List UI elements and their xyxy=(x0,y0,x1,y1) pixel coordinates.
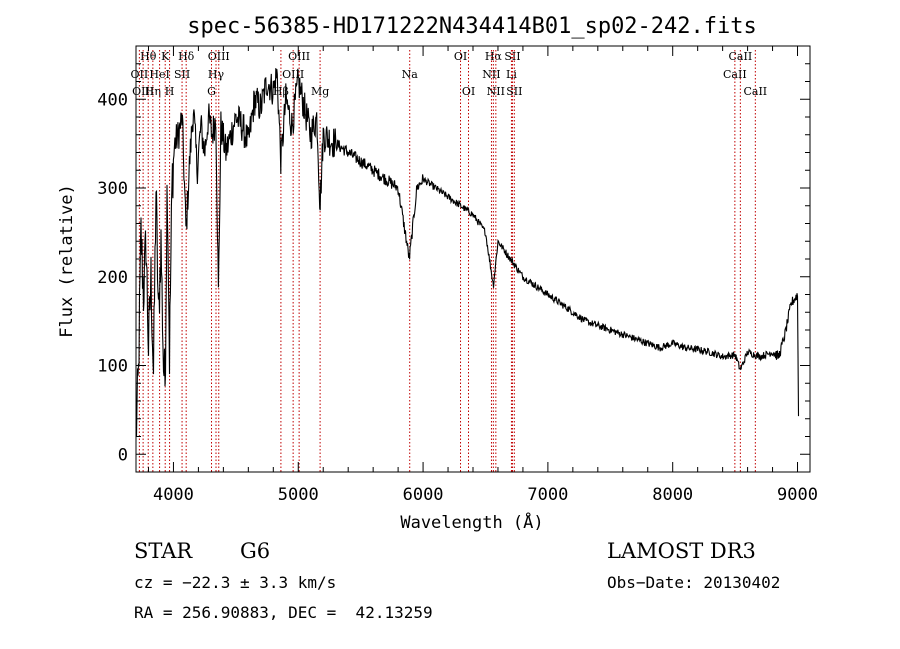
y-tick-label-1: 100 xyxy=(97,357,128,377)
chart-title: spec-56385-HD171222N434414B01_sp02-242.f… xyxy=(187,14,757,39)
y-tick-label-0: 0 xyxy=(118,445,128,465)
line-label-9: OIII xyxy=(208,50,230,63)
line-label-27: CaII xyxy=(743,85,767,98)
line-label-22: Li xyxy=(506,68,517,81)
y-tick-label-4: 400 xyxy=(97,90,128,110)
line-label-1: OII xyxy=(131,68,149,81)
line-label-21: NII xyxy=(482,68,500,81)
line-label-20: SII xyxy=(504,50,520,63)
y-tick-label-3: 300 xyxy=(97,179,128,199)
line-label-24: SII xyxy=(506,85,522,98)
object-class: STAR xyxy=(134,539,193,563)
spectrum-line xyxy=(135,68,800,437)
x-tick-label-0: 4000 xyxy=(153,485,194,505)
line-label-4: HeI xyxy=(149,68,169,81)
line-label-10: Hγ xyxy=(208,68,225,81)
survey-name: LAMOST DR3 xyxy=(607,539,756,563)
line-label-23: NII xyxy=(487,85,505,98)
y-axis-label: Flux (relative) xyxy=(57,184,77,338)
line-label-15: Mg xyxy=(311,85,329,98)
line-label-0: Hθ xyxy=(140,50,157,63)
x-axis-label: Wavelength (Å) xyxy=(400,511,543,533)
redshift-velocity: cz = −22.3 ± 3.3 km/s xyxy=(134,573,337,592)
line-label-6: SII xyxy=(174,68,190,81)
line-label-17: OI xyxy=(454,50,467,63)
object-subclass: G6 xyxy=(240,539,271,563)
line-label-12: Hβ xyxy=(273,85,289,98)
x-tick-label-1: 5000 xyxy=(278,485,319,505)
axes: 4000 5000 6000 7000 8000 9000 0 100 200 300 400 xyxy=(97,46,818,505)
line-label-2: OIII xyxy=(132,85,154,98)
coordinates: RA = 256.90883, DEC = 42.13259 xyxy=(134,603,433,622)
line-label-26: CaII xyxy=(723,68,747,81)
line-label-11: G xyxy=(207,85,216,98)
observation-date: Obs−Date: 20130402 xyxy=(607,573,781,592)
line-label-14: OIII xyxy=(282,68,304,81)
line-label-7: H xyxy=(165,85,175,98)
line-label-16: Na xyxy=(402,68,419,81)
spectrum-series xyxy=(135,68,800,437)
x-tick-label-3: 7000 xyxy=(527,485,568,505)
x-tick-label-2: 6000 xyxy=(403,485,444,505)
x-tick-label-5: 9000 xyxy=(777,485,818,505)
line-label-3: Hη xyxy=(145,85,161,98)
line-label-18: OI xyxy=(462,85,475,98)
line-label-19: Hα xyxy=(485,50,503,63)
line-label-13: OIII xyxy=(288,50,310,63)
line-label-25: CaII xyxy=(729,50,753,63)
x-tick-label-4: 8000 xyxy=(652,485,693,505)
line-label-8: Hδ xyxy=(178,50,195,63)
y-tick-label-2: 200 xyxy=(97,268,128,288)
line-label-5: K xyxy=(161,50,170,63)
